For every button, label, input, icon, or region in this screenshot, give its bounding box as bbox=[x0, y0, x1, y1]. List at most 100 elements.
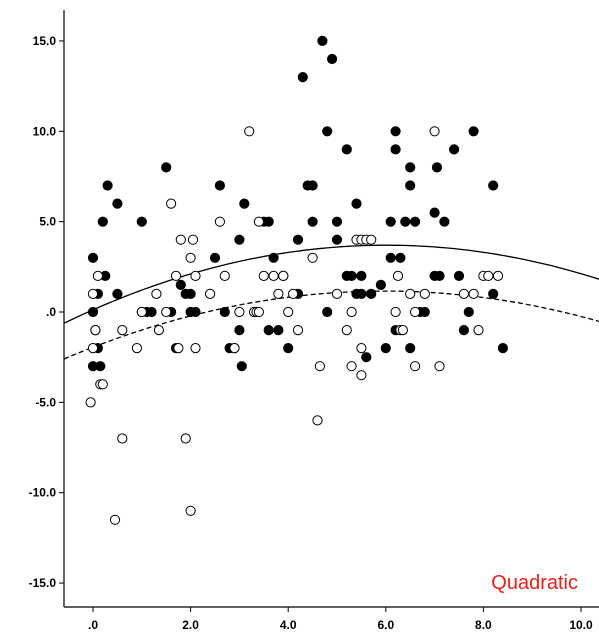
y-tick-label: 5.0 bbox=[39, 215, 56, 229]
filled-point bbox=[209, 252, 221, 263]
filled-point bbox=[331, 216, 343, 227]
open-point bbox=[366, 234, 377, 245]
filled-point bbox=[449, 144, 460, 155]
open-point bbox=[258, 270, 269, 281]
open-point bbox=[283, 306, 294, 318]
x-tick-label: 10.0 bbox=[569, 618, 593, 632]
filled-point bbox=[405, 180, 416, 191]
open-point bbox=[410, 306, 421, 318]
filled-point bbox=[439, 216, 450, 227]
open-point bbox=[170, 270, 182, 281]
filled-point bbox=[463, 306, 474, 318]
open-point bbox=[253, 216, 264, 227]
filled-point bbox=[331, 234, 343, 245]
filled-point bbox=[175, 279, 186, 290]
fit-lines bbox=[63, 244, 599, 360]
filled-point bbox=[327, 53, 338, 65]
filled-point bbox=[322, 306, 333, 318]
open-point bbox=[180, 433, 191, 444]
open-point bbox=[244, 126, 255, 137]
filled-point bbox=[361, 352, 372, 363]
y-tick-label: 15.0 bbox=[33, 34, 57, 48]
x-tick-label: .0 bbox=[88, 618, 98, 632]
open-point bbox=[136, 306, 147, 318]
filled-point bbox=[390, 144, 401, 155]
x-tick-label: 8.0 bbox=[475, 618, 492, 632]
filled-point bbox=[458, 325, 469, 336]
open-point bbox=[190, 270, 201, 281]
ticks: .0 2.0 4.0 6.0 8.0 10.0 15.0 10.0 5.0 .0 -5.0 -10.0… bbox=[29, 34, 593, 632]
open-point bbox=[419, 288, 430, 299]
y-tick-label: .0 bbox=[46, 305, 56, 319]
open-point bbox=[492, 270, 504, 281]
filled-point bbox=[453, 270, 465, 281]
open-point bbox=[356, 370, 367, 381]
open-point bbox=[390, 306, 401, 318]
open-point bbox=[268, 270, 279, 281]
filled-point bbox=[161, 162, 172, 173]
fit-type-annotation: Quadratic bbox=[491, 572, 578, 594]
dashed-fit-line bbox=[63, 290, 599, 360]
filled-point bbox=[410, 216, 421, 227]
open-point bbox=[405, 288, 416, 299]
open-point bbox=[92, 270, 104, 281]
filled-point bbox=[434, 270, 445, 281]
open-point bbox=[253, 306, 264, 318]
open-point bbox=[175, 234, 186, 245]
open-point bbox=[314, 361, 325, 372]
filled-point bbox=[102, 180, 113, 191]
open-point bbox=[458, 288, 469, 299]
filled-point bbox=[273, 325, 284, 336]
open-point bbox=[185, 252, 196, 263]
open-point bbox=[97, 379, 108, 390]
open-point bbox=[166, 198, 177, 209]
open-point bbox=[161, 306, 172, 318]
filled-point bbox=[239, 198, 250, 209]
open-point bbox=[312, 415, 323, 426]
filled-point bbox=[351, 198, 362, 209]
filled-point bbox=[219, 306, 230, 318]
open-point bbox=[331, 288, 343, 299]
filled-point bbox=[97, 216, 108, 227]
open-point bbox=[346, 361, 357, 372]
open-point bbox=[151, 288, 162, 299]
open-point bbox=[410, 361, 421, 372]
filled-point bbox=[322, 126, 333, 137]
filled-point bbox=[390, 126, 401, 137]
y-tick-label: -5.0 bbox=[35, 395, 56, 409]
filled-point bbox=[87, 306, 99, 318]
open-point bbox=[234, 306, 245, 318]
open-point bbox=[392, 270, 404, 281]
filled-point bbox=[297, 72, 308, 83]
x-tick-label: 2.0 bbox=[182, 618, 199, 632]
open-point bbox=[307, 252, 318, 263]
y-tick-label: 10.0 bbox=[33, 124, 57, 138]
filled-point bbox=[375, 279, 386, 290]
open-point bbox=[288, 288, 299, 299]
filled-point bbox=[136, 216, 147, 227]
open-point bbox=[214, 216, 225, 227]
open-point bbox=[190, 343, 201, 354]
open-point bbox=[87, 343, 99, 354]
open-point bbox=[434, 361, 445, 372]
open-point bbox=[341, 325, 352, 336]
filled-point bbox=[283, 343, 294, 354]
open-point bbox=[278, 270, 289, 281]
axes bbox=[63, 10, 599, 608]
x-tick-label: 6.0 bbox=[377, 618, 394, 632]
filled-point bbox=[214, 180, 225, 191]
filled-point bbox=[468, 126, 479, 137]
filled-point bbox=[307, 180, 318, 191]
filled-point bbox=[112, 198, 123, 209]
x-tick-label: 4.0 bbox=[280, 618, 297, 632]
filled-point bbox=[497, 343, 508, 354]
open-point bbox=[117, 325, 128, 336]
open-point bbox=[356, 343, 367, 354]
filled-point bbox=[341, 144, 352, 155]
filled-point bbox=[366, 288, 377, 299]
data-points bbox=[85, 35, 508, 525]
filled-point bbox=[87, 252, 99, 263]
filled-point bbox=[429, 207, 440, 218]
filled-point bbox=[234, 234, 245, 245]
